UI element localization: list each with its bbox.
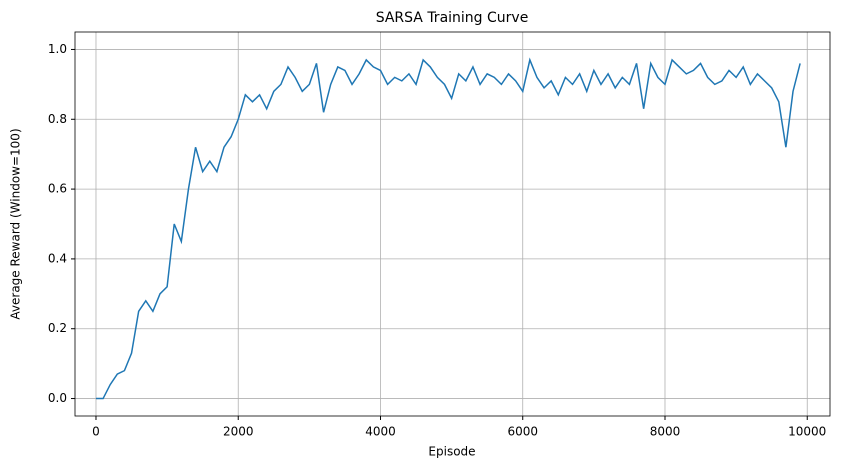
data-line — [95, 57, 801, 400]
x-axis-label: Episode — [428, 445, 475, 459]
x-tick-label: 4000 — [365, 425, 396, 439]
x-tick-label: 0 — [92, 425, 100, 439]
x-tick-label: 2000 — [223, 425, 254, 439]
y-tick-label: 1.0 — [48, 42, 67, 56]
x-tick-label: 10000 — [788, 425, 826, 439]
plot-frame — [74, 31, 831, 417]
x-tick-label: 6000 — [507, 425, 538, 439]
y-tick-label: 0.6 — [48, 182, 67, 196]
y-tick-label: 0.0 — [48, 391, 67, 405]
y-tick-label: 0.4 — [48, 251, 67, 265]
y-tick-label: 0.8 — [48, 112, 67, 126]
y-axis-label: Average Reward (Window=100) — [9, 128, 23, 319]
y-tick-label: 0.2 — [48, 321, 67, 335]
x-tick-label: 8000 — [650, 425, 681, 439]
chart-title: SARSA Training Curve — [376, 10, 529, 26]
